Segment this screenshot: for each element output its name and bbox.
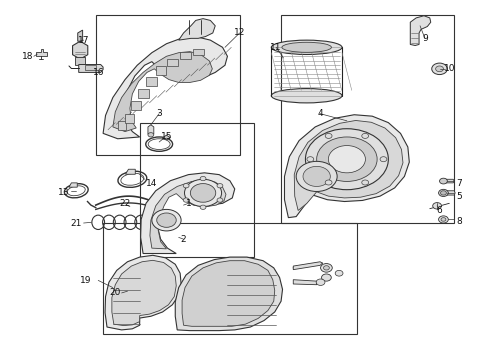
- Polygon shape: [36, 49, 46, 56]
- Text: 19: 19: [80, 276, 92, 285]
- Polygon shape: [175, 257, 282, 330]
- Text: 13: 13: [58, 188, 70, 197]
- Polygon shape: [148, 125, 154, 134]
- Text: 2: 2: [181, 235, 186, 244]
- Circle shape: [334, 270, 342, 276]
- Text: 1: 1: [185, 199, 191, 208]
- Text: 15: 15: [161, 132, 172, 141]
- Text: 22: 22: [119, 199, 130, 208]
- Circle shape: [435, 66, 443, 72]
- Polygon shape: [293, 262, 322, 270]
- Circle shape: [148, 133, 154, 137]
- Circle shape: [361, 180, 368, 185]
- Polygon shape: [162, 135, 170, 140]
- Polygon shape: [69, 183, 77, 187]
- Polygon shape: [193, 49, 203, 55]
- Circle shape: [305, 129, 387, 190]
- Polygon shape: [180, 52, 190, 59]
- Polygon shape: [125, 114, 134, 123]
- Circle shape: [321, 274, 330, 281]
- Polygon shape: [113, 51, 212, 132]
- Polygon shape: [156, 66, 166, 75]
- Circle shape: [190, 184, 215, 202]
- Circle shape: [431, 63, 447, 75]
- Circle shape: [323, 266, 329, 270]
- Text: 3: 3: [156, 109, 162, 118]
- Text: 9: 9: [421, 34, 427, 43]
- Polygon shape: [78, 30, 82, 41]
- Text: 4: 4: [317, 109, 322, 118]
- Polygon shape: [409, 16, 430, 45]
- Text: 14: 14: [146, 179, 157, 188]
- Text: 7: 7: [455, 179, 461, 188]
- Circle shape: [316, 137, 376, 181]
- Circle shape: [432, 203, 441, 209]
- Polygon shape: [118, 121, 126, 130]
- Polygon shape: [105, 255, 181, 330]
- Circle shape: [217, 184, 223, 188]
- Circle shape: [157, 213, 176, 227]
- Circle shape: [183, 198, 189, 202]
- Circle shape: [438, 216, 447, 223]
- Circle shape: [438, 189, 447, 197]
- Circle shape: [320, 264, 331, 272]
- Polygon shape: [444, 179, 453, 183]
- Ellipse shape: [282, 42, 331, 52]
- Polygon shape: [284, 115, 408, 218]
- Polygon shape: [85, 65, 96, 69]
- Circle shape: [306, 157, 313, 162]
- Polygon shape: [72, 41, 88, 59]
- Circle shape: [328, 145, 365, 173]
- Polygon shape: [79, 64, 103, 72]
- Circle shape: [440, 218, 445, 221]
- Polygon shape: [138, 89, 149, 98]
- Circle shape: [303, 166, 330, 186]
- Polygon shape: [141, 173, 234, 253]
- Text: 8: 8: [455, 217, 461, 226]
- Text: 5: 5: [455, 192, 461, 201]
- Circle shape: [361, 134, 368, 138]
- Text: 21: 21: [70, 219, 82, 228]
- Polygon shape: [75, 57, 85, 65]
- Circle shape: [217, 198, 223, 202]
- Polygon shape: [167, 59, 178, 66]
- Polygon shape: [103, 37, 227, 139]
- Ellipse shape: [271, 89, 341, 103]
- Polygon shape: [444, 191, 454, 195]
- Text: 11: 11: [270, 43, 282, 52]
- Text: 12: 12: [233, 28, 245, 37]
- Circle shape: [152, 210, 181, 231]
- Circle shape: [200, 205, 205, 210]
- Polygon shape: [150, 180, 225, 249]
- Circle shape: [325, 134, 331, 138]
- Polygon shape: [293, 280, 316, 285]
- Circle shape: [296, 161, 336, 192]
- Polygon shape: [131, 101, 141, 110]
- Circle shape: [184, 179, 221, 207]
- Polygon shape: [112, 260, 176, 325]
- Ellipse shape: [271, 40, 341, 54]
- Polygon shape: [182, 261, 274, 326]
- Circle shape: [440, 191, 446, 195]
- Circle shape: [325, 180, 331, 185]
- Text: 20: 20: [109, 288, 121, 297]
- Text: 16: 16: [92, 68, 104, 77]
- Polygon shape: [125, 169, 135, 174]
- Text: 10: 10: [443, 64, 454, 73]
- Circle shape: [379, 157, 386, 162]
- Circle shape: [183, 184, 189, 188]
- Text: 17: 17: [78, 36, 89, 45]
- Text: 6: 6: [436, 206, 442, 215]
- Circle shape: [200, 176, 205, 181]
- Circle shape: [316, 279, 325, 285]
- Text: 18: 18: [22, 52, 33, 61]
- Polygon shape: [178, 19, 215, 40]
- Polygon shape: [146, 77, 157, 86]
- Polygon shape: [294, 121, 402, 211]
- Circle shape: [439, 178, 447, 184]
